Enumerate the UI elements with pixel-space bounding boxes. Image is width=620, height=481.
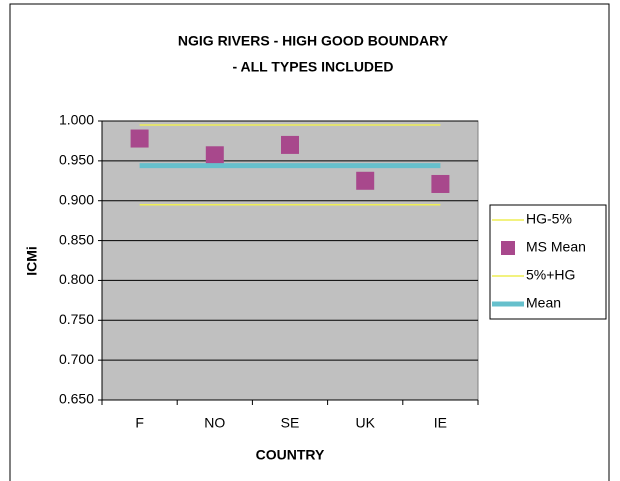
marker: [356, 171, 375, 190]
legend-label: 5%+HG: [526, 267, 575, 283]
y-tick-label: 0.800: [59, 271, 94, 287]
x-tick-label: SE: [281, 415, 300, 431]
x-tick-label: NO: [204, 415, 225, 431]
legend-label: MS Mean: [526, 239, 586, 255]
legend-box: [489, 204, 607, 320]
x-tick-label: IE: [434, 415, 447, 431]
y-tick-label: 0.750: [59, 311, 94, 327]
marker: [130, 129, 149, 148]
y-tick-label: 0.650: [59, 391, 94, 407]
chart-title: NGIG RIVERS - HIGH GOOD BOUNDARY: [178, 33, 449, 49]
marker: [205, 146, 224, 165]
plot-area: [101, 120, 479, 401]
y-tick-label: 0.900: [59, 191, 94, 207]
y-tick-label: 0.850: [59, 231, 94, 247]
x-tick-label: F: [135, 415, 144, 431]
legend-label: Mean: [526, 295, 561, 311]
legend-swatch: [501, 241, 515, 255]
y-axis-label: ICMi: [24, 246, 40, 276]
y-tick-label: 0.950: [59, 152, 94, 168]
y-tick-label: 1.000: [59, 112, 94, 128]
x-tick-label: UK: [355, 415, 375, 431]
marker: [431, 174, 450, 193]
legend-label: HG-5%: [526, 211, 572, 227]
marker: [281, 135, 299, 154]
chart-title: - ALL TYPES INCLUDED: [232, 59, 393, 75]
y-tick-label: 0.700: [59, 351, 94, 367]
x-axis-label: COUNTRY: [256, 447, 325, 463]
